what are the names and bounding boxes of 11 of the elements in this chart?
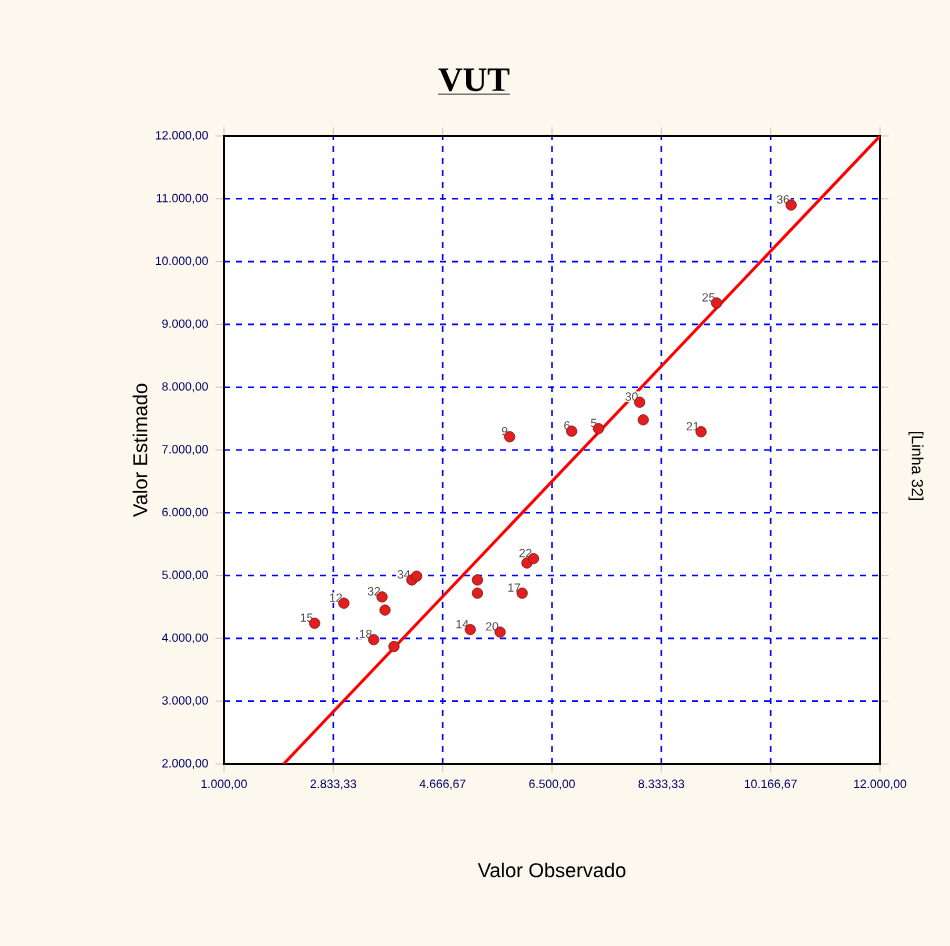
point	[637, 414, 649, 426]
point	[379, 604, 391, 616]
point	[471, 574, 484, 586]
point	[471, 587, 484, 599]
point	[695, 426, 707, 438]
point	[411, 570, 423, 582]
x-axis-title: Valor Observado	[477, 862, 626, 878]
chart-title: VUT	[438, 68, 510, 92]
point	[388, 640, 400, 653]
text: [Linha 32]	[908, 431, 924, 500]
y-axis-title: Valor Estimado	[132, 383, 148, 517]
